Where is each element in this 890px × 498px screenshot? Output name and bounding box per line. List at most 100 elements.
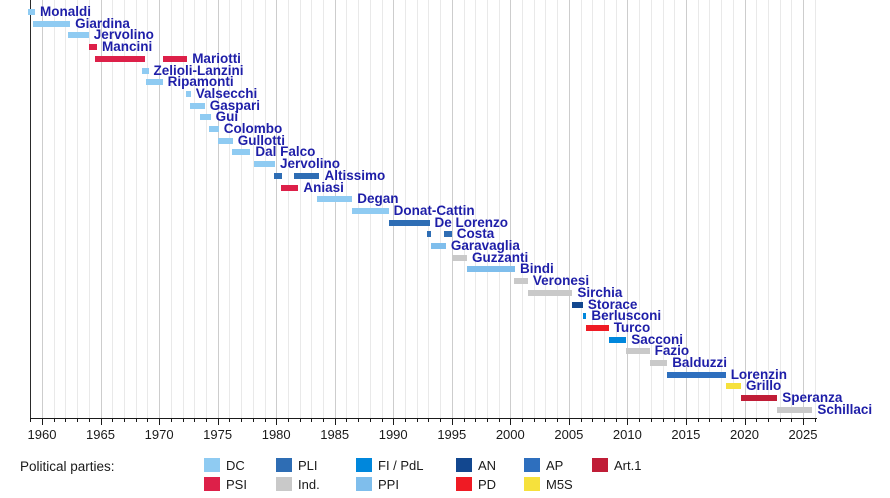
minister-label: Donat-Cattin (393, 202, 475, 218)
axis-tick-minor (545, 418, 547, 422)
axis-tick-minor (498, 418, 500, 422)
gridline-minor (732, 0, 734, 418)
term-bar (146, 79, 163, 86)
axis-tick-major (393, 418, 395, 425)
gridline-minor (88, 0, 90, 418)
minister-label: Mancini (102, 39, 153, 55)
minister-label: Degan (357, 191, 399, 207)
gridline-minor (135, 0, 137, 418)
minister-label: Valsecchi (195, 85, 258, 101)
axis-year-label: 1990 (378, 427, 408, 442)
gridline-major (627, 0, 629, 418)
gridline-minor (112, 0, 114, 418)
minister-label: Gullotti (237, 132, 286, 148)
term-bar (186, 90, 191, 97)
gridline-minor (182, 0, 184, 418)
axis-tick-major (803, 418, 804, 425)
axis-tick-minor (194, 418, 196, 422)
term-bar (189, 102, 205, 109)
gridline-minor (522, 0, 523, 418)
gridline-minor (721, 0, 723, 418)
gridline-minor (592, 0, 594, 418)
gridline-minor (639, 0, 641, 418)
gridline-minor (604, 0, 605, 418)
gridline-major (685, 0, 687, 418)
gridline-minor (580, 0, 582, 418)
gridline-major (276, 0, 278, 418)
legend-swatch-ppi (356, 477, 372, 491)
axis-tick-minor (463, 418, 465, 422)
gridline-minor (241, 0, 242, 418)
axis-tick-minor (604, 418, 605, 422)
legend-label-ind: Ind. (298, 477, 320, 492)
legend-label-art1: Art.1 (614, 458, 642, 473)
term-bar (388, 219, 430, 226)
legend-swatch-ind (276, 477, 292, 491)
gridline-minor (440, 0, 442, 418)
term-bar (572, 301, 583, 308)
term-bar (217, 137, 233, 144)
axis-tick-minor (522, 418, 523, 422)
axis-tick-minor (416, 418, 418, 422)
legend-label-pli: PLI (298, 458, 318, 473)
axis-tick-minor (346, 418, 348, 422)
axis-tick-minor (697, 418, 699, 422)
minister-label: Ripamonti (167, 74, 234, 90)
minister-label: Sirchia (577, 284, 623, 300)
gridline-minor (264, 0, 266, 418)
term-bar (162, 55, 188, 62)
minister-label: Aniasi (303, 179, 344, 195)
axis-tick-major (685, 418, 687, 425)
axis-year-label: 2010 (612, 427, 642, 442)
term-bar (28, 9, 35, 15)
axis-year-label: 1995 (437, 427, 467, 442)
legend-title: Political parties: (20, 459, 115, 474)
axis-tick-minor (53, 418, 55, 422)
minister-label: Grillo (746, 378, 782, 394)
legend-label-ppi: PPI (378, 477, 399, 492)
axis-tick-major (744, 418, 746, 425)
axis-year-label: 1985 (320, 427, 350, 442)
legend-label-psi: PSI (226, 477, 247, 492)
axis-tick-minor (721, 418, 723, 422)
gridline-minor (557, 0, 559, 418)
axis-tick-minor (404, 418, 406, 422)
axis-tick-minor (557, 418, 559, 422)
minister-label: Gui (215, 109, 239, 125)
axis-year-label: 1980 (261, 427, 291, 442)
gridline-minor (486, 0, 488, 418)
axis-tick-minor (615, 418, 617, 422)
term-bar (352, 207, 389, 214)
gridline-minor (428, 0, 430, 418)
gridline-major (217, 0, 219, 418)
minister-label: De Lorenzo (434, 214, 509, 230)
gridline-major (803, 0, 804, 418)
gridline-minor (404, 0, 406, 418)
minister-label: Bindi (520, 261, 554, 277)
axis-tick-minor (112, 418, 114, 422)
minister-label: Storace (587, 296, 638, 312)
term-bar (317, 196, 353, 203)
axis-tick-minor (323, 418, 324, 422)
axis-year-label: 1970 (144, 427, 174, 442)
gridline-major (510, 0, 512, 418)
term-bar (725, 383, 741, 390)
axis-tick-minor (369, 418, 371, 422)
minister-label: Lorenzin (730, 366, 787, 382)
gridline-minor (323, 0, 324, 418)
axis-tick-minor (264, 418, 266, 422)
term-bar (527, 289, 573, 296)
axis-tick-minor (135, 418, 137, 422)
axis-tick-major (217, 418, 219, 425)
axis-tick-minor (650, 418, 652, 422)
term-bar (253, 161, 275, 168)
legend-label-pd: PD (478, 477, 497, 492)
gridline-minor (77, 0, 79, 418)
gridline-major (568, 0, 570, 418)
minister-label: Zelioli-Lanzini (153, 62, 244, 78)
gridline-minor (346, 0, 348, 418)
legend-label-ap: AP (546, 458, 564, 473)
gridline-minor (194, 0, 196, 418)
gridline-minor (463, 0, 465, 418)
axis-tick-major (100, 418, 102, 425)
